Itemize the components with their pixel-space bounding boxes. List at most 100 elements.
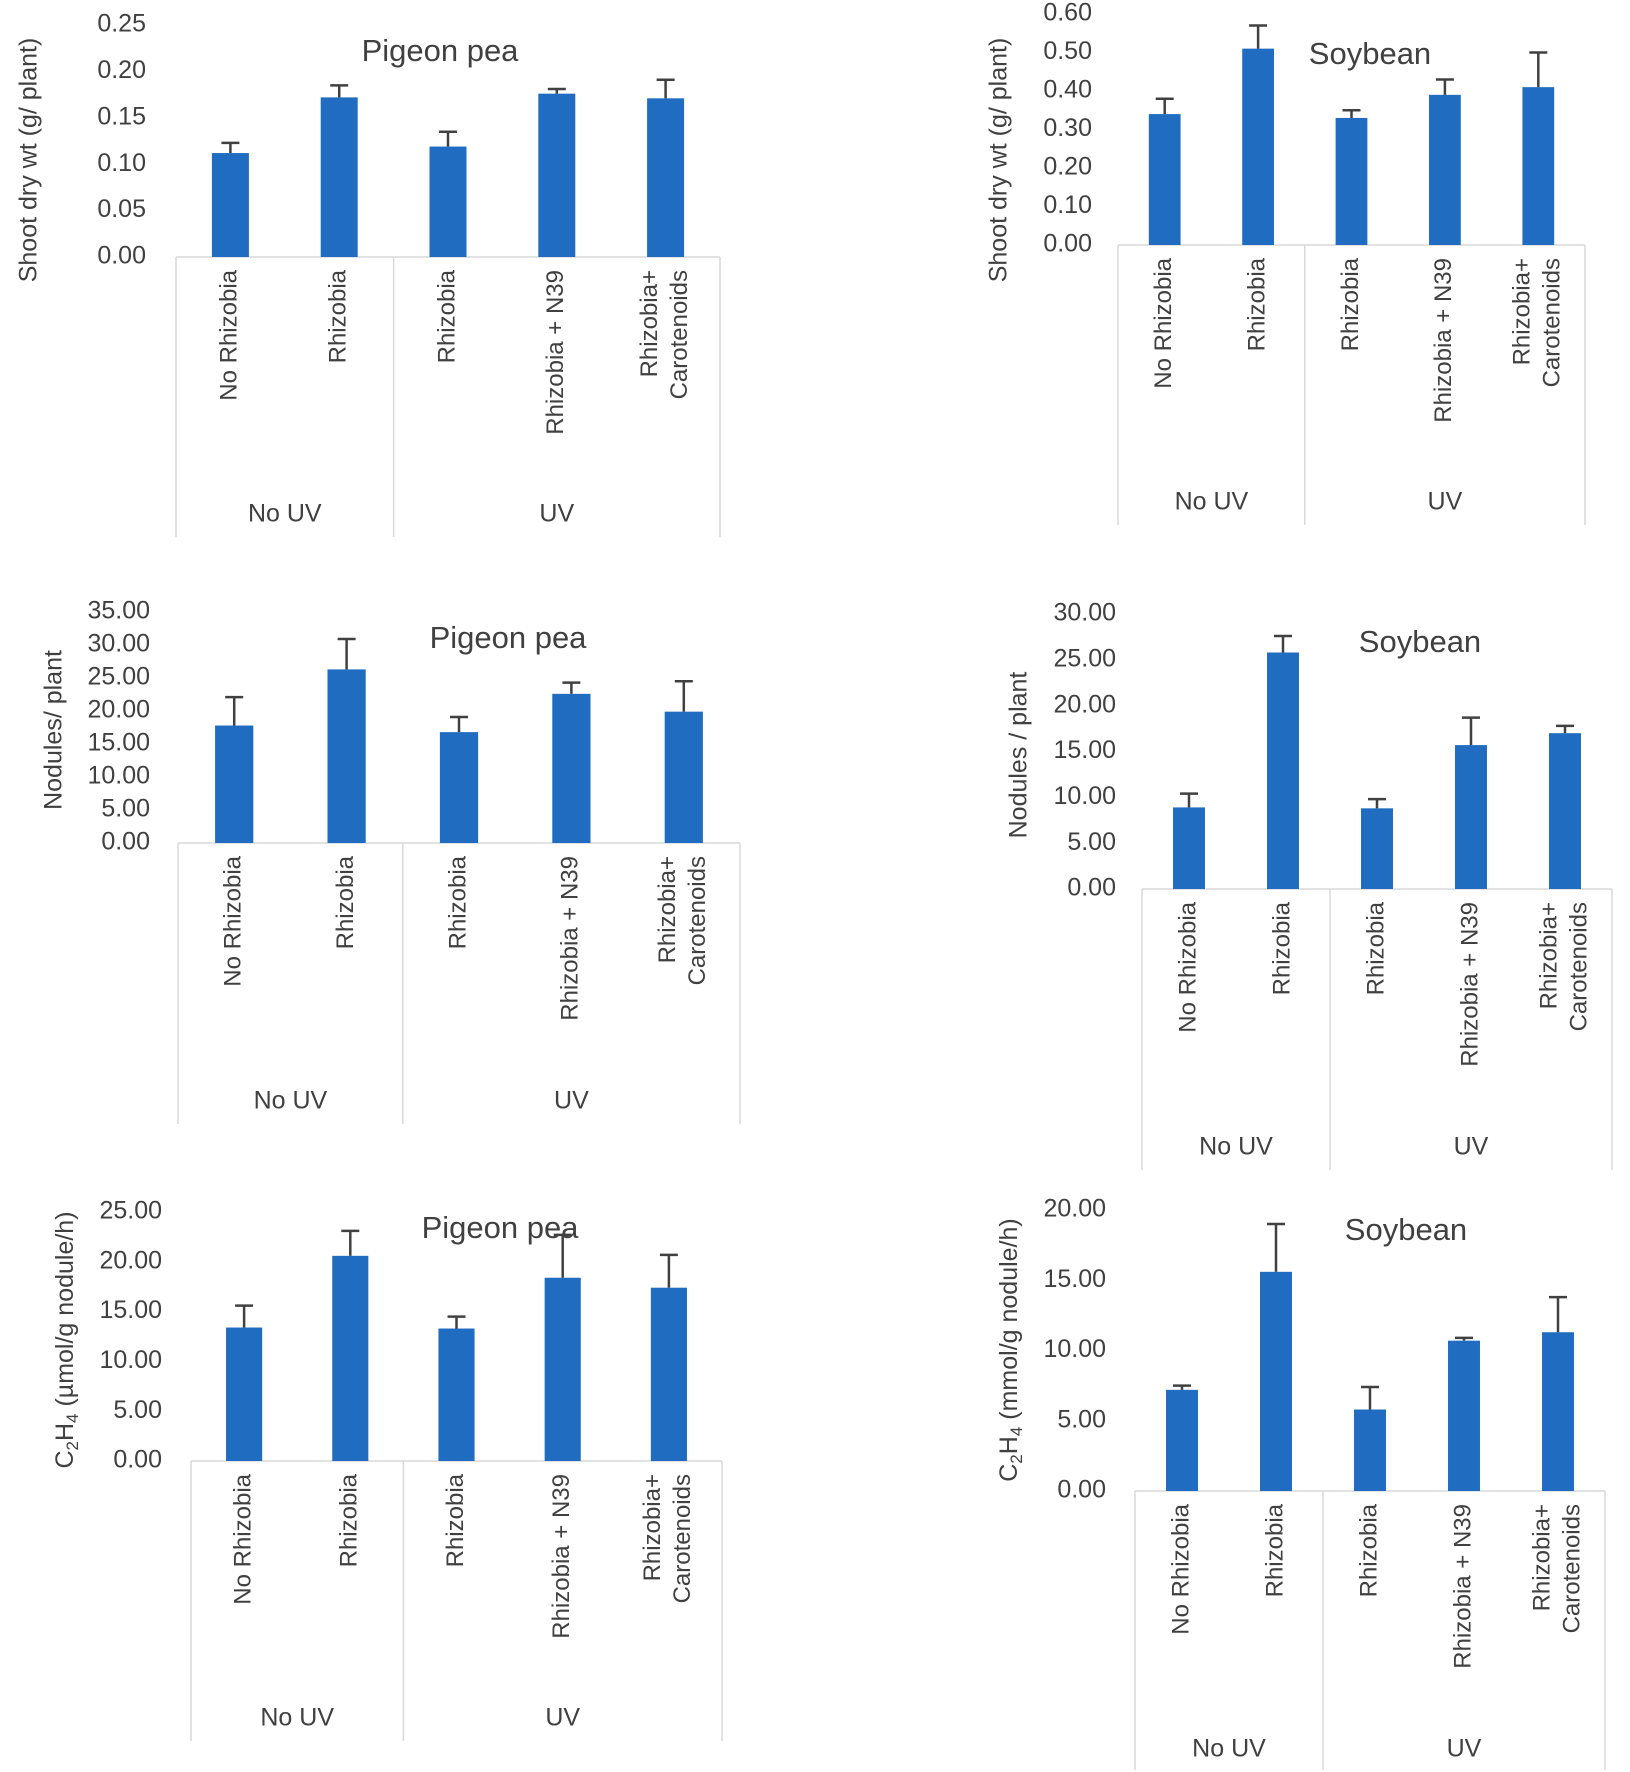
category-label: Rhizobia + N39 (1456, 902, 1483, 1067)
category-label: Rhizobia (1337, 257, 1364, 351)
bar (1267, 652, 1299, 889)
category-label: Rhizobia (1268, 901, 1295, 995)
chart-title: Pigeon pea (422, 1210, 580, 1245)
y-tick-label: 20.00 (1043, 1195, 1106, 1223)
group-label: UV (545, 1704, 580, 1732)
category-label: No Rhizobia (229, 1473, 256, 1604)
y-tick-label: 0.00 (101, 828, 150, 856)
y-tick-label: 0.00 (1043, 230, 1092, 258)
category-label: Rhizobia + N39 (548, 1474, 575, 1639)
y-tick-label: 10.00 (87, 762, 150, 790)
category-label: No Rhizobia (220, 855, 247, 986)
bar (332, 1255, 369, 1461)
y-tick-label: 15.00 (1053, 736, 1116, 764)
category-label: No Rhizobia (1150, 257, 1177, 388)
bar (1455, 745, 1487, 889)
chart-title: Soybean (1359, 624, 1481, 659)
y-tick-label: 0.05 (97, 195, 146, 223)
category-label: Rhizobia (336, 1473, 363, 1567)
category-label: Rhizobia+ Carotenoids (654, 856, 711, 985)
bar (552, 693, 591, 843)
category-label: Rhizobia+ Carotenoids (1535, 902, 1592, 1031)
y-tick-label: 0.20 (1043, 153, 1092, 181)
bar (1549, 733, 1581, 889)
group-label: UV (1428, 488, 1463, 516)
group-label: UV (539, 500, 574, 528)
y-tick-label: 30.00 (1053, 599, 1116, 627)
category-label: Rhizobia + N39 (1430, 258, 1457, 423)
category-label: Rhizobia (1243, 257, 1270, 351)
y-tick-label: 10.00 (1053, 782, 1116, 810)
category-label: No Rhizobia (1167, 1503, 1194, 1634)
category-label: Rhizobia+ Carotenoids (636, 270, 693, 399)
y-tick-label: 5.00 (1057, 1405, 1106, 1433)
bar (538, 93, 576, 257)
bar (327, 669, 366, 843)
group-label: UV (1447, 1735, 1482, 1763)
category-label: No Rhizobia (1174, 901, 1201, 1032)
group-label: No UV (254, 1087, 328, 1115)
bar (215, 725, 254, 843)
category-label: No Rhizobia (216, 269, 243, 400)
bar (1542, 1332, 1574, 1491)
group-label: No UV (260, 1704, 334, 1732)
y-tick-label: 10.00 (1043, 1335, 1106, 1363)
y-tick-label: 0.40 (1043, 76, 1092, 104)
category-label: Rhizobia (1355, 1503, 1382, 1597)
group-label: UV (554, 1087, 589, 1115)
bar (1522, 87, 1555, 246)
bar (1354, 1409, 1386, 1491)
group-label: UV (1454, 1133, 1489, 1161)
category-label: Rhizobia (1261, 1503, 1288, 1597)
chart-title: Soybean (1345, 1212, 1467, 1247)
category-label: Rhizobia + N39 (542, 270, 569, 435)
chart-title: Pigeon pea (362, 33, 520, 68)
y-tick-label: 0.50 (1043, 37, 1092, 65)
category-label: Rhizobia (444, 855, 471, 949)
y-tick-label: 10.00 (99, 1346, 162, 1374)
group-label: No UV (1199, 1133, 1273, 1161)
y-tick-label: 0.60 (1043, 0, 1092, 27)
y-tick-label: 0.25 (97, 10, 146, 38)
bar (650, 1287, 687, 1461)
y-tick-label: 0.00 (1057, 1476, 1106, 1504)
y-tick-label: 0.10 (97, 149, 146, 177)
chart-4: Soybean 0.00 5.00 10.00 15.00 20.00 25.00 30.00… (1005, 599, 1613, 1170)
chart-2: Soybean 0.00 0.10 0.20 0.30 0.40 0.50 0.60 Shoot… (985, 0, 1586, 525)
chart-title: Soybean (1309, 36, 1431, 71)
bar (429, 146, 467, 257)
category-label: Rhizobia (325, 269, 352, 363)
category-label: Rhizobia (332, 855, 359, 949)
chart-5: Pigeon pea 0.00 5.00 10.00 15.00 20.00 25.00 C2… (51, 1197, 723, 1741)
bar (1242, 48, 1274, 246)
y-tick-label: 15.00 (99, 1296, 162, 1324)
category-label: Rhizobia + N39 (557, 856, 584, 1021)
y-axis-label: Nodules / plant (1005, 672, 1033, 839)
y-axis-label: C2H4 (µmol/g nodule/h) (51, 1211, 83, 1468)
bar (647, 98, 685, 257)
y-tick-label: 0.00 (1067, 874, 1116, 902)
y-tick-label: 0.30 (1043, 114, 1092, 142)
bar (211, 153, 249, 257)
y-tick-label: 5.00 (1067, 828, 1116, 856)
y-tick-label: 20.00 (1053, 690, 1116, 718)
chart-3: Pigeon pea 0.00 5.00 10.00 15.00 20.00 25.00 30… (40, 597, 741, 1124)
group-label: No UV (248, 500, 322, 528)
bar (439, 732, 479, 843)
y-axis-label: Shoot dry wt (g/ plant) (15, 38, 43, 283)
category-label: Rhizobia (1362, 901, 1389, 995)
y-tick-label: 0.10 (1043, 191, 1092, 219)
y-tick-label: 20.00 (87, 696, 150, 724)
y-tick-label: 0.00 (97, 242, 146, 270)
y-axis-label: Shoot dry wt (g/ plant) (985, 38, 1013, 283)
bar (1166, 1389, 1198, 1491)
category-label: Rhizobia+ Carotenoids (639, 1474, 696, 1603)
y-tick-label: 20.00 (99, 1246, 162, 1274)
bar (544, 1277, 581, 1461)
bar (1448, 1340, 1480, 1491)
y-tick-label: 0.15 (97, 102, 146, 130)
y-tick-label: 25.00 (99, 1197, 162, 1225)
bar (1173, 807, 1205, 889)
chart-title: Pigeon pea (430, 620, 588, 655)
